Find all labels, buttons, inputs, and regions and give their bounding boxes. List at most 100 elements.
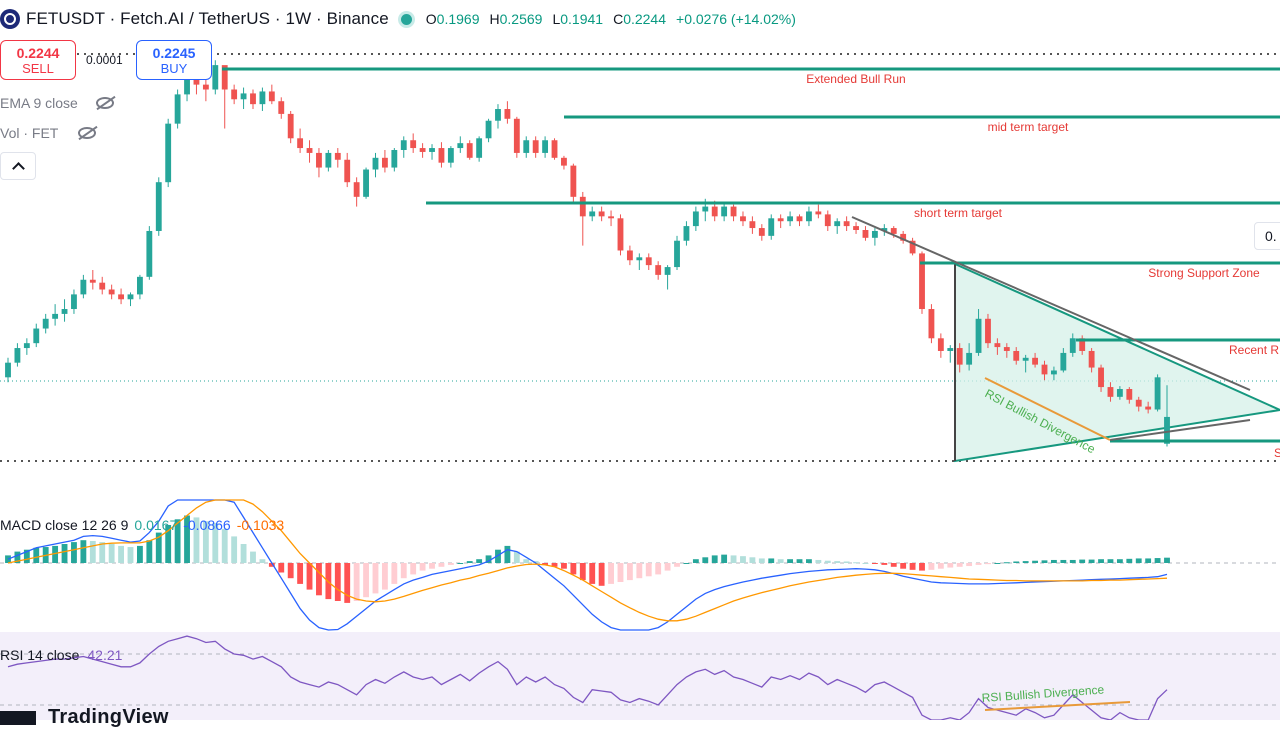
macd-histogram-bar	[843, 561, 850, 563]
sell-label: SELL	[22, 61, 54, 76]
divergence-line-rsi[interactable]	[984, 701, 1131, 711]
candle-body	[928, 309, 935, 339]
macd-histogram-bar	[542, 563, 549, 565]
collapse-legend-button[interactable]	[0, 152, 36, 180]
candle-body	[1154, 377, 1161, 410]
candle-body	[919, 253, 925, 310]
macd-legend[interactable]: MACD close 12 26 9 0.0167 -0.0866 -0.103…	[0, 517, 284, 533]
macd-histogram-bar	[909, 563, 916, 570]
buy-button[interactable]: 0.2245 BUY	[136, 40, 212, 80]
macd-hist-value: 0.0167	[134, 517, 178, 533]
macd-histogram-bar	[1032, 560, 1039, 563]
macd-histogram-bar	[806, 559, 812, 563]
macd-histogram-bar	[862, 563, 869, 564]
candle-body	[862, 230, 869, 238]
market-status-icon[interactable]	[400, 13, 412, 25]
ema-legend[interactable]: EMA 9 close	[0, 95, 114, 111]
divergence-line-price[interactable]	[984, 377, 1111, 441]
candle-body	[1079, 338, 1086, 351]
macd-histogram-bar	[1060, 559, 1067, 563]
candle-body	[212, 65, 219, 90]
macd-histogram-bar	[994, 563, 1001, 564]
macd-histogram-bar	[372, 563, 379, 594]
candle-body	[532, 140, 539, 153]
symbol-title[interactable]: FETUSDT · Fetch.AI / TetherUS · 1W · Bin…	[26, 9, 389, 28]
candle-body	[777, 218, 784, 222]
chart-header: FETUSDT · Fetch.AI / TetherUS · 1W · Bin…	[0, 0, 796, 38]
macd-histogram-bar	[721, 554, 728, 563]
macd-histogram-bar	[89, 540, 96, 563]
macd-histogram-bar	[155, 532, 162, 563]
hidden-eye-icon[interactable]	[78, 127, 97, 139]
candle-body	[136, 276, 143, 295]
macd-histogram-bar	[231, 536, 238, 563]
candle-body	[118, 294, 124, 300]
candle-body	[1164, 416, 1170, 444]
candle-body	[447, 148, 454, 163]
candle-body	[994, 343, 1001, 348]
candle-body	[711, 206, 718, 217]
macd-histogram-bar	[1003, 562, 1010, 564]
candle-body	[871, 230, 878, 238]
candle-body	[1088, 350, 1095, 368]
candle-body	[947, 348, 954, 351]
rsi-label: RSI 14 close	[0, 647, 80, 663]
ascending-support-trendline[interactable]	[1109, 419, 1251, 441]
sell-button[interactable]: 0.2244 SELL	[0, 40, 76, 80]
candle-body	[410, 140, 417, 149]
macd-histogram-bar	[881, 563, 888, 565]
candle-body	[391, 150, 398, 168]
macd-histogram-bar	[363, 563, 369, 598]
candle-body	[881, 228, 888, 231]
candle-body	[561, 157, 567, 166]
candle-body	[1126, 389, 1133, 400]
macd-value: -0.0866	[183, 517, 231, 533]
rsi-legend[interactable]: RSI 14 close 42.21	[0, 647, 122, 663]
macd-histogram-bar	[871, 563, 878, 564]
candle-body	[1032, 357, 1039, 365]
macd-histogram-bar	[184, 515, 190, 563]
macd-histogram-bar	[316, 563, 322, 596]
candle-body	[466, 143, 473, 158]
candle-body	[155, 182, 162, 231]
descending-trendline[interactable]	[851, 216, 1251, 391]
triangle-pattern[interactable]	[954, 262, 1280, 463]
candle-body	[33, 328, 40, 344]
candle-body	[787, 216, 794, 222]
macd-histogram-bar	[834, 561, 841, 563]
candle-body	[80, 279, 87, 295]
macd-histogram-bar	[570, 563, 577, 575]
candle-body	[259, 91, 266, 105]
macd-histogram-bar	[626, 563, 633, 581]
tradingview-logo[interactable]: TradingView	[0, 706, 169, 729]
hidden-eye-icon[interactable]	[95, 97, 114, 109]
rsi-value: 42.21	[87, 647, 123, 663]
macd-histogram-bar	[391, 563, 398, 584]
candle-body	[674, 240, 680, 268]
macd-histogram-bar	[1022, 561, 1029, 563]
macd-histogram-bar	[975, 563, 982, 565]
macd-histogram-bar	[919, 563, 925, 571]
candle-body	[985, 318, 991, 344]
macd-histogram-bar	[787, 559, 794, 563]
candle-body	[89, 279, 96, 283]
candle-body	[419, 148, 426, 152]
macd-histogram-bar	[928, 563, 935, 570]
macd-histogram-bar	[645, 563, 652, 577]
candle-body	[721, 206, 728, 217]
candle-body	[975, 318, 982, 353]
macd-histogram-bar	[674, 563, 680, 567]
candle-body	[240, 93, 247, 100]
volume-legend[interactable]: Vol · FET	[0, 125, 97, 141]
fetch-ai-logo-icon	[0, 9, 20, 29]
label-mid-term-target: mid term target	[988, 120, 1069, 134]
candle-body	[636, 257, 643, 261]
candle-body	[193, 79, 200, 85]
candle-body	[702, 206, 709, 212]
candle-body	[608, 216, 614, 219]
macd-histogram-bar	[551, 563, 558, 567]
change-value: +0.0276 (+14.02%)	[676, 11, 796, 27]
macd-histogram-bar	[966, 563, 973, 567]
candle-body	[52, 313, 59, 319]
